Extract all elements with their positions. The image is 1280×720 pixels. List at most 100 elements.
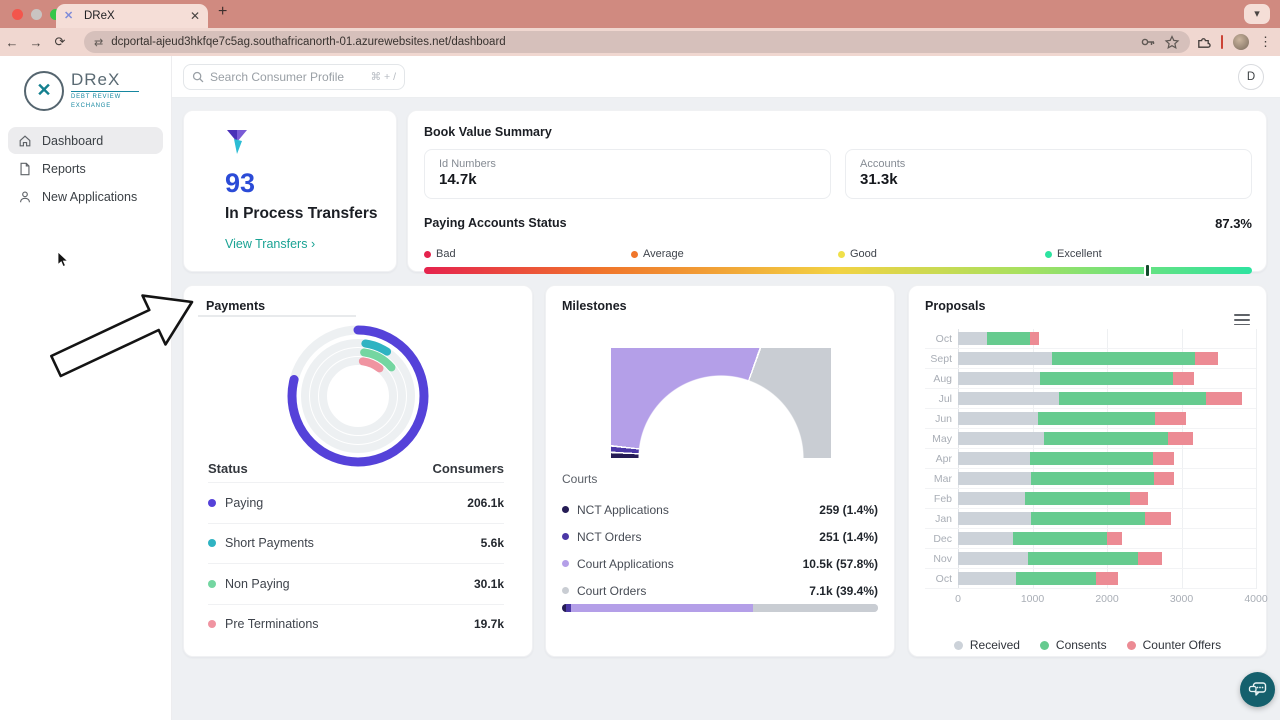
bar-segment-received	[958, 352, 1052, 365]
bar-segment-counter-offers	[1029, 332, 1040, 345]
new-tab-button[interactable]: +	[218, 3, 228, 20]
forward-button[interactable]: →	[29, 34, 43, 50]
proposal-category-label: May	[932, 432, 952, 445]
proposals-title: Proposals	[925, 299, 986, 313]
legend-color-dot	[424, 250, 431, 258]
x-axis-tick: 4000	[1244, 593, 1268, 605]
proposal-category-label: Mar	[933, 472, 952, 485]
search-input[interactable]	[210, 70, 365, 84]
view-transfers-link[interactable]: View Transfers ›	[225, 237, 316, 251]
ring-paying	[287, 325, 429, 467]
x-axis-tick: 1000	[1020, 593, 1045, 605]
paying-status-legend-item: Average	[631, 248, 684, 260]
milestones-progress-bar	[562, 604, 878, 612]
tab-search-chevron-icon[interactable]: ▾	[1244, 4, 1270, 24]
home-icon	[19, 134, 31, 146]
proposal-row: Feb	[925, 489, 1256, 509]
reload-button[interactable]: ⟳	[54, 34, 66, 49]
bar-segment-consents	[1016, 572, 1096, 585]
proposal-row: Aug	[925, 369, 1256, 389]
window-minimize-button[interactable]	[31, 9, 42, 20]
paying-status-legend: Bad Average Good Excellent	[424, 248, 1252, 262]
ring-non-paying	[310, 348, 406, 444]
back-button[interactable]: ←	[5, 34, 19, 50]
x-axis-tick: 2000	[1095, 593, 1119, 605]
sidebar-item-reports[interactable]: Reports	[8, 155, 163, 182]
bar-segment-consents	[1028, 552, 1138, 565]
sidebar-item-new-applications[interactable]: New Applications	[8, 183, 163, 210]
bar-segment-consents	[1043, 432, 1169, 445]
url-bar[interactable]: ⇄ dcportal-ajeud3hkfqe7c5ag.southafrican…	[84, 31, 1190, 53]
search-box[interactable]: ⌘ + /	[183, 64, 405, 90]
series-color-dot	[208, 579, 216, 588]
paying-status-legend-item: Bad	[424, 248, 456, 260]
bar-segment-counter-offers	[1152, 452, 1175, 465]
proposal-category-label: Dec	[933, 532, 952, 545]
proposals-legend: Received Consents Counter Offers	[909, 638, 1266, 652]
bar-segment-counter-offers	[1106, 532, 1122, 545]
proposals-bar-chart: Oct Sept Aug Jul Jun May Apr Mar Feb Jan Dec Nov Oct…	[925, 329, 1268, 607]
chart-menu-icon[interactable]	[1234, 314, 1250, 326]
chat-widget-button[interactable]	[1240, 672, 1275, 707]
milestones-gauge-chart	[611, 348, 831, 458]
proposal-category-label: Oct	[935, 572, 952, 585]
extensions-puzzle-icon[interactable]	[1196, 35, 1211, 50]
person-icon	[20, 191, 30, 202]
bookmark-star-icon[interactable]	[1164, 35, 1180, 49]
browser-profile-avatar[interactable]	[1233, 34, 1249, 50]
proposal-row: Jan	[925, 509, 1256, 529]
legend-color-dot	[631, 250, 638, 258]
x-axis-tick: 0	[955, 593, 961, 605]
document-icon	[20, 162, 30, 175]
search-shortcut-hint: ⌘ + /	[370, 71, 396, 83]
browser-tab[interactable]: ✕ DReX ✕	[56, 4, 208, 28]
bar-segment-consents	[1039, 372, 1174, 385]
x-axis-tick: 3000	[1169, 593, 1194, 605]
sidebar-item-dashboard[interactable]: Dashboard	[8, 127, 163, 154]
milestones-title: Milestones	[562, 299, 627, 313]
url-text: dcportal-ajeud3hkfqe7c5ag.southafricanor…	[111, 36, 506, 48]
transfers-count: 93	[225, 168, 256, 198]
series-color-dot	[1126, 640, 1136, 650]
proposal-category-label: Feb	[933, 492, 952, 505]
progress-segment	[753, 604, 878, 612]
payments-legend: Paying 206.1k Short Payments 5.6k Non Pa…	[208, 482, 504, 644]
sidebar-item-label: New Applications	[42, 189, 138, 204]
bar-segment-consents	[1038, 412, 1156, 425]
payments-legend-row: Paying 206.1k	[208, 482, 504, 523]
paying-status-legend-item: Good	[838, 248, 877, 260]
tab-close-icon[interactable]: ✕	[189, 9, 200, 23]
series-color-dot	[208, 539, 216, 548]
proposal-category-label: Apr	[935, 452, 952, 465]
bar-segment-received	[958, 572, 1017, 585]
passwords-key-icon[interactable]	[1140, 35, 1156, 49]
paying-status-gradient-bar	[424, 265, 1252, 276]
progress-segment	[566, 604, 571, 612]
milestones-card: Milestones Courts NCT Applications 259 (…	[545, 285, 895, 657]
bar-segment-consents	[1030, 452, 1153, 465]
payments-col-consumers: Consumers	[432, 461, 504, 476]
funnel-icon	[227, 130, 247, 154]
bar-segment-consents	[1013, 532, 1107, 545]
payments-legend-row: Non Paying 30.1k	[208, 563, 504, 604]
payments-title-underline	[198, 315, 356, 317]
proposal-row: Oct	[925, 329, 1256, 349]
dashboard-main: 93 In Process Transfers View Transfers ›…	[172, 98, 1280, 720]
transfers-title: In Process Transfers	[225, 205, 378, 222]
legend-item-consents: Consents	[1039, 638, 1107, 652]
proposal-row: Nov	[925, 549, 1256, 569]
bar-segment-received	[958, 372, 1040, 385]
tab-favicon: ✕	[64, 9, 74, 22]
window-close-button[interactable]	[12, 9, 23, 20]
bar-segment-received	[958, 412, 1039, 425]
milestones-legend: NCT Applications 259 (1.4%) NCT Orders 2…	[562, 496, 878, 604]
bar-segment-received	[958, 452, 1031, 465]
user-avatar[interactable]: D	[1238, 64, 1264, 90]
courts-label: Courts	[562, 472, 598, 486]
browser-menu-icon[interactable]: ⋮	[1259, 34, 1272, 49]
milestones-legend-row: Court Orders 7.1k (39.4%)	[562, 577, 878, 604]
window-zoom-button[interactable]	[50, 9, 61, 20]
proposal-category-label: Jul	[938, 392, 952, 405]
site-info-icon[interactable]: ⇄	[94, 36, 104, 49]
bar-segment-counter-offers	[1155, 412, 1186, 425]
